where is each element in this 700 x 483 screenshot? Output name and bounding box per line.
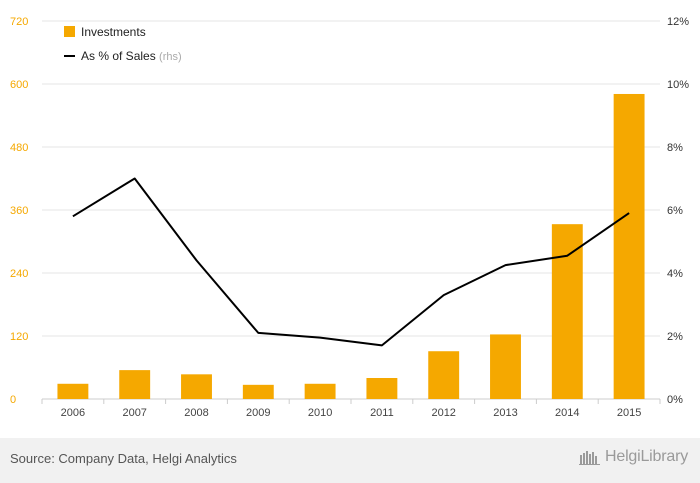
right-axis-tick-label: 10% <box>667 79 689 91</box>
legend-label-investments: Investments <box>81 25 146 39</box>
legend-swatch-investments <box>64 26 75 37</box>
bar-investments <box>304 383 336 399</box>
right-axis-tick-label: 0% <box>667 394 683 406</box>
bar-investments <box>366 378 398 399</box>
right-axis-tick-label: 6% <box>667 205 683 217</box>
left-axis-tick-label: 600 <box>10 79 28 91</box>
x-axis-tick-label: 2014 <box>555 407 579 419</box>
x-axis-tick-label: 2009 <box>246 407 270 419</box>
left-axis-tick-label: 360 <box>10 205 28 217</box>
x-axis-tick-label: 2012 <box>431 407 455 419</box>
logo-word-helgi: Helgi <box>605 448 641 465</box>
x-axis-tick-label: 2011 <box>370 407 394 419</box>
left-axis-tick-label: 480 <box>10 142 28 154</box>
logo-word-library: Library <box>640 448 688 465</box>
bar-investments <box>551 224 583 399</box>
library-icon <box>579 451 601 465</box>
helgi-library-logo[interactable]: HelgiLibrary <box>579 448 688 466</box>
x-axis-tick-label: 2013 <box>493 407 517 419</box>
x-axis-tick-label: 2008 <box>184 407 208 419</box>
left-axis-tick-label: 0 <box>10 394 16 406</box>
legend-label-pct-of-sales: As % of Sales (rhs) <box>81 49 182 63</box>
left-axis-tick-label: 240 <box>10 268 28 280</box>
right-axis-tick-label: 2% <box>667 331 683 343</box>
bar-investments <box>428 351 460 399</box>
x-axis-tick-label: 2015 <box>617 407 641 419</box>
x-axis-tick-label: 2010 <box>308 407 332 419</box>
right-axis-tick-label: 12% <box>667 16 689 28</box>
bar-investments <box>119 370 151 399</box>
logo-text: HelgiLibrary <box>605 448 688 466</box>
legend-label-rhs: (rhs) <box>159 51 182 63</box>
source-note: Source: Company Data, Helgi Analytics <box>10 451 237 466</box>
bar-investments <box>57 383 89 399</box>
right-axis-tick-label: 4% <box>667 268 683 280</box>
investments-chart: 0 120 240 360 480 600 720 0% 2% 4% 6% 8% 10% 12% 2006 2… <box>10 16 689 419</box>
x-axis-tick-label: 2006 <box>61 407 85 419</box>
left-axis-tick-label: 720 <box>10 16 28 28</box>
x-axis-tick-label: 2007 <box>122 407 146 419</box>
bar-investments <box>242 384 274 399</box>
bar-investments <box>490 334 521 399</box>
bar-investments <box>181 374 212 399</box>
line-pct-of-sales <box>72 177 630 347</box>
right-axis-tick-label: 8% <box>667 142 683 154</box>
bar-investments <box>613 93 645 399</box>
left-axis-tick-label: 120 <box>10 331 28 343</box>
